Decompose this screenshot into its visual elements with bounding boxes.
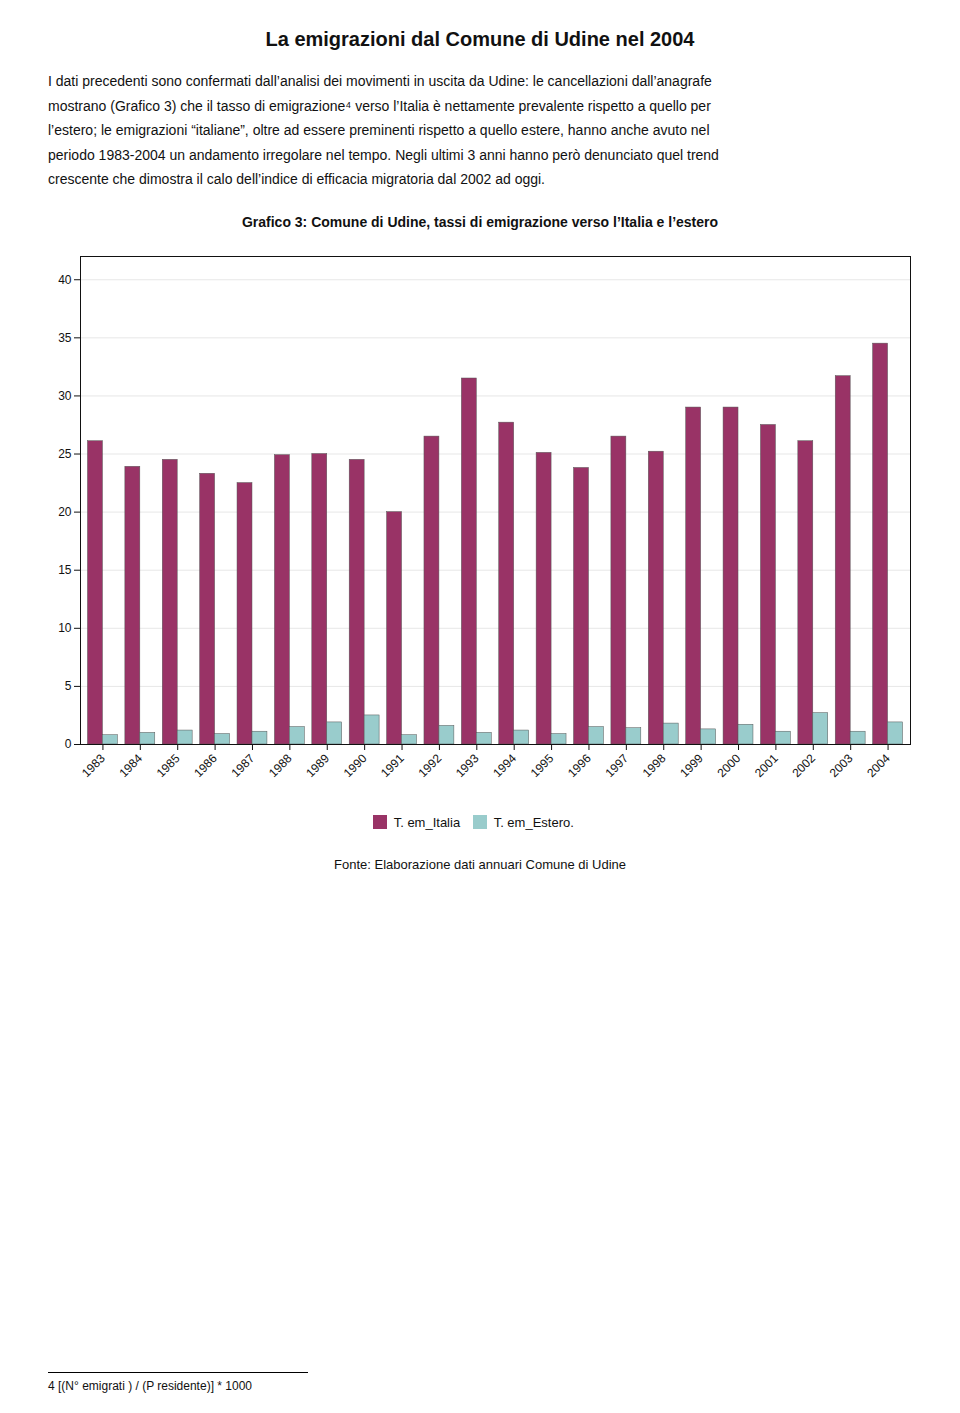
svg-text:1983: 1983 xyxy=(79,751,108,780)
svg-text:1987: 1987 xyxy=(229,751,258,780)
svg-text:1995: 1995 xyxy=(528,751,557,780)
html-text:l’estero; le emigrazioni “ital: l’estero; le emigrazioni “italiane”, olt… xyxy=(48,122,710,138)
svg-text:1990: 1990 xyxy=(341,751,370,780)
svg-text:15: 15 xyxy=(58,563,72,577)
svg-text:1984: 1984 xyxy=(116,751,145,780)
svg-text:2001: 2001 xyxy=(752,751,781,780)
svg-text:0: 0 xyxy=(65,737,72,751)
svg-text:1986: 1986 xyxy=(191,751,220,780)
svg-text:1992: 1992 xyxy=(415,751,444,780)
html-text:T. em_Italia: T. em_Italia xyxy=(393,814,461,830)
svg-text:1991: 1991 xyxy=(378,751,407,780)
svg-text:40: 40 xyxy=(58,272,72,286)
html-text:periodo 1983-2004 un andamento: periodo 1983-2004 un andamento irregolar… xyxy=(48,146,719,163)
svg-text:2000: 2000 xyxy=(715,751,744,780)
html-text:La emigrazioni dal Comune di U: La emigrazioni dal Comune di Udine nel 2… xyxy=(265,28,695,50)
html-text:T. em_Estero.: T. em_Estero. xyxy=(493,814,574,830)
svg-text:1996: 1996 xyxy=(565,751,594,780)
svg-text:30: 30 xyxy=(58,388,72,402)
svg-text:1998: 1998 xyxy=(640,751,669,780)
html-text:Fonte: Elaborazione dati annua: Fonte: Elaborazione dati annuari Comune … xyxy=(334,857,626,872)
svg-text:1999: 1999 xyxy=(677,751,706,780)
svg-text:1985: 1985 xyxy=(154,751,183,780)
svg-text:1989: 1989 xyxy=(303,751,332,780)
svg-text:1994: 1994 xyxy=(490,751,519,780)
svg-text:20: 20 xyxy=(58,504,72,518)
svg-text:2003: 2003 xyxy=(827,751,856,780)
html-text:I dati precedenti sono conferm: I dati precedenti sono confermati dall’a… xyxy=(48,73,712,89)
svg-text:2002: 2002 xyxy=(789,751,818,780)
html-text:Grafico 3: Comune di Udine, ta: Grafico 3: Comune di Udine, tassi di emi… xyxy=(241,213,719,230)
svg-text:1997: 1997 xyxy=(602,751,631,780)
svg-text:1988: 1988 xyxy=(266,751,295,780)
svg-text:35: 35 xyxy=(58,330,72,344)
svg-text:2004: 2004 xyxy=(864,751,893,780)
html-text:4 [(N° emigrati ) / (P residen: 4 [(N° emigrati ) / (P residente)] * 100… xyxy=(48,1379,252,1393)
svg-text:10: 10 xyxy=(58,621,72,635)
svg-text:5: 5 xyxy=(65,679,72,693)
svg-text:1993: 1993 xyxy=(453,751,482,780)
svg-text:25: 25 xyxy=(58,446,72,460)
html-text:crescente che dimostra il calo: crescente che dimostra il calo dell’indi… xyxy=(48,171,545,187)
html-text:mostrano (Grafico 3) che il ta: mostrano (Grafico 3) che il tasso di emi… xyxy=(48,97,711,114)
